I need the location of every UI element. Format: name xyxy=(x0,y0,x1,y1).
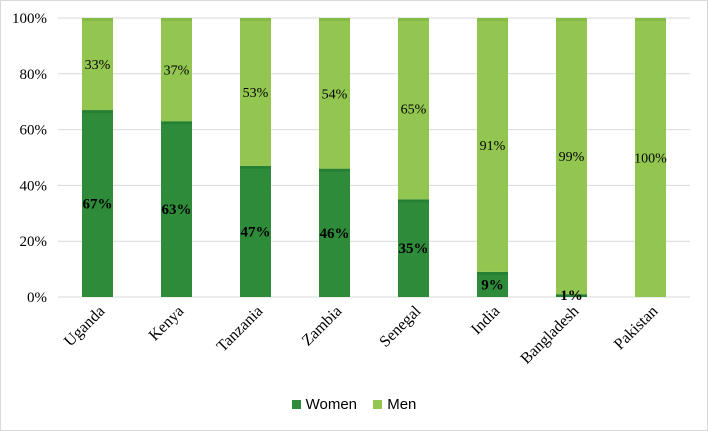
legend-item-women: Women xyxy=(291,396,358,413)
bar-top-edge xyxy=(82,18,113,21)
legend: Women Men xyxy=(0,396,708,413)
bar-top-edge xyxy=(398,18,429,21)
bar-top-edge xyxy=(161,121,192,125)
bar-top-edge xyxy=(398,199,429,203)
bar-women xyxy=(319,168,350,297)
bar-women xyxy=(398,199,429,297)
bar-men xyxy=(319,18,350,169)
bar-top-edge xyxy=(635,18,666,21)
bar-top-edge xyxy=(477,271,508,275)
legend-swatch-men xyxy=(373,400,383,409)
bar-top-edge xyxy=(477,18,508,21)
bar-men xyxy=(635,18,666,297)
category-label: Zambia xyxy=(299,303,346,350)
category-label: Senegal xyxy=(376,302,424,350)
bar-women xyxy=(161,121,192,297)
y-tick-label: 20% xyxy=(20,234,48,250)
bar-women xyxy=(240,165,271,297)
y-tick-label: 40% xyxy=(20,178,48,194)
y-tick-label: 0% xyxy=(27,290,47,306)
bar-women xyxy=(82,110,113,297)
bar-top-edge xyxy=(240,18,271,21)
data-label-men: 54% xyxy=(322,87,348,102)
bar-top-edge xyxy=(319,18,350,21)
data-label-women: 63% xyxy=(162,202,192,218)
bar-men xyxy=(82,18,113,111)
legend-item-men: Men xyxy=(373,396,416,413)
bar-men xyxy=(477,18,508,272)
y-tick-label: 60% xyxy=(20,123,48,139)
bar-top-edge xyxy=(556,18,587,21)
data-label-women: 35% xyxy=(399,241,429,257)
y-tick-label: 80% xyxy=(20,67,48,83)
data-label-men: 65% xyxy=(401,103,427,118)
bar-top-edge xyxy=(161,18,192,21)
category-label: Bangladesh xyxy=(518,303,583,368)
data-label-women: 67% xyxy=(83,197,113,213)
data-label-men: 91% xyxy=(480,139,506,154)
category-label: Uganda xyxy=(61,303,108,350)
bar-top-edge xyxy=(240,165,271,169)
bar-top-edge xyxy=(319,168,350,172)
bar-men xyxy=(556,18,587,295)
bar-men xyxy=(161,18,192,122)
category-label: Tanzania xyxy=(214,303,267,356)
data-label-women: 1% xyxy=(560,288,583,304)
bar-men xyxy=(398,18,429,200)
data-label-men: 100% xyxy=(634,152,667,167)
data-label-men: 37% xyxy=(164,64,190,79)
data-label-women: 9% xyxy=(481,277,504,293)
category-label: Pakistan xyxy=(611,303,661,353)
bar-top-edge xyxy=(556,294,587,297)
legend-label-men: Men xyxy=(387,396,417,413)
y-tick-label: 100% xyxy=(12,11,47,27)
data-label-men: 33% xyxy=(85,58,111,73)
bar-women xyxy=(477,271,508,297)
category-label: India xyxy=(468,303,503,338)
bar-top-edge xyxy=(82,110,113,114)
data-label-women: 47% xyxy=(241,224,271,240)
category-label: Kenya xyxy=(146,303,188,345)
data-label-men: 99% xyxy=(559,150,585,165)
data-label-men: 53% xyxy=(243,86,269,101)
bar-men xyxy=(240,18,271,166)
data-label-women: 46% xyxy=(320,226,350,242)
legend-label-women: Women xyxy=(305,396,358,413)
legend-swatch-women xyxy=(291,400,301,409)
